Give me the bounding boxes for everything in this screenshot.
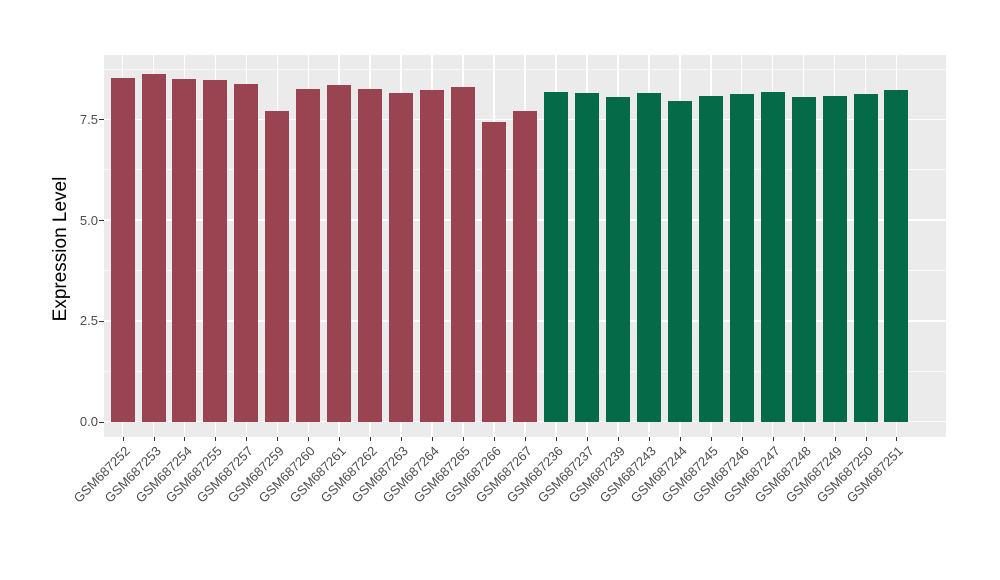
y-tick-label-5.0: 5.0	[79, 212, 98, 228]
bar-GSM687239	[605, 96, 630, 422]
y-tick-mark-7.5	[99, 119, 104, 121]
y-tick-mark-0.0	[99, 421, 104, 423]
y-tick-mark-5.0	[99, 220, 104, 222]
x-tick-mark-GSM687261	[339, 437, 341, 441]
bar-GSM687252	[110, 77, 135, 422]
x-tick-mark-GSM687248	[803, 437, 805, 441]
x-tick-mark-GSM687266	[494, 437, 496, 441]
x-tick-mark-GSM687246	[741, 437, 743, 441]
bar-GSM687262	[358, 89, 383, 422]
x-tick-mark-GSM687245	[710, 437, 712, 441]
x-tick-mark-GSM687247	[772, 437, 774, 441]
bar-GSM687250	[853, 93, 878, 422]
x-tick-mark-GSM687252	[122, 437, 124, 441]
x-tick-mark-GSM687259	[277, 437, 279, 441]
x-tick-mark-GSM687243	[648, 437, 650, 441]
bar-GSM687259	[265, 111, 290, 422]
x-tick-mark-GSM687236	[555, 437, 557, 441]
bar-GSM687253	[141, 73, 166, 422]
x-axis: GSM687252 GSM687253 GSM687254 GSM687255 GSM6…	[70, 443, 946, 574]
x-tick-mark-GSM687260	[308, 437, 310, 441]
bar-GSM687257	[234, 84, 259, 422]
bar-GSM687254	[172, 79, 197, 422]
bar-GSM687264	[420, 89, 445, 422]
x-tick-mark-GSM687262	[370, 437, 372, 441]
x-tick-mark-GSM687267	[525, 437, 526, 441]
y-tick-label-7.5: 7.5	[79, 111, 98, 127]
bar-GSM687255	[203, 79, 228, 422]
bar-GSM687236	[543, 91, 568, 422]
x-tick-mark-GSM687254	[184, 437, 186, 441]
x-tick-mark-GSM687239	[617, 437, 619, 441]
bar-GSM687249	[822, 95, 847, 422]
bar-GSM687246	[729, 94, 754, 422]
bar-GSM687261	[327, 85, 352, 422]
x-tick-mark-GSM687265	[463, 437, 465, 441]
bar-GSM687266	[482, 122, 507, 422]
x-tick-mark-GSM687263	[401, 437, 403, 441]
y-axis: 0.0 2.5 5.0 7.5	[0, 0, 104, 580]
bar-GSM687251	[884, 89, 909, 422]
bar-GSM687265	[451, 87, 476, 422]
x-tick-mark-GSM687244	[679, 437, 681, 441]
bar-GSM687260	[296, 89, 321, 422]
plot-panel	[104, 55, 946, 437]
bar-GSM687263	[389, 93, 414, 422]
bar-GSM687244	[667, 101, 692, 422]
y-tick-label-2.5: 2.5	[79, 313, 98, 329]
y-tick-mark-2.5	[99, 320, 104, 322]
bar-GSM687237	[574, 92, 599, 422]
x-tick-mark-GSM687257	[246, 437, 248, 441]
x-tick-mark-GSM687253	[153, 437, 155, 441]
bar-GSM687247	[760, 91, 785, 422]
x-tick-mark-GSM687250	[865, 437, 867, 441]
x-tick-mark-GSM687237	[586, 437, 588, 441]
x-tick-mark-GSM687249	[834, 437, 836, 441]
bar-GSM687243	[636, 93, 661, 422]
y-tick-label-0.0: 0.0	[79, 414, 98, 430]
bar-GSM687248	[791, 97, 816, 422]
bar-GSM687267	[513, 111, 537, 422]
x-tick-mark-GSM687264	[432, 437, 434, 441]
x-tick-mark-GSM687251	[896, 437, 898, 441]
bar-GSM687245	[698, 95, 723, 422]
x-tick-mark-GSM687255	[215, 437, 217, 441]
